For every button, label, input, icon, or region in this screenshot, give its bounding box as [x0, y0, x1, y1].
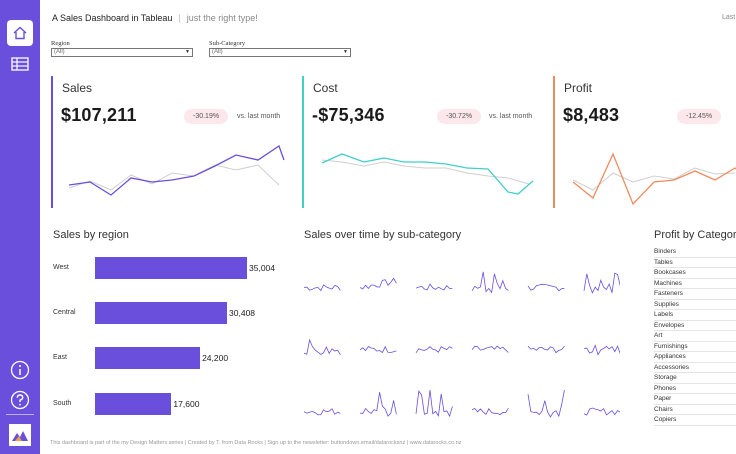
cost-sparkline: [321, 153, 534, 195]
subcategory-filter-label: Sub-Category: [209, 40, 246, 47]
region-dropdown-value: (All): [54, 49, 65, 55]
region-label-south: South: [53, 400, 72, 407]
sales-sparkline: [68, 144, 285, 196]
help-button[interactable]: [7, 387, 33, 413]
subcategory-sparkline[interactable]: [583, 272, 620, 294]
region-filter-label: Region: [51, 40, 70, 47]
subcategory-sparkline[interactable]: [471, 271, 509, 294]
profit-category-row[interactable]: Copiers: [654, 415, 736, 426]
profit-category-row[interactable]: Paper: [654, 394, 736, 405]
profit-kpi-card: Profit $8,483 -12.45%: [553, 76, 736, 208]
subcategory-sparkline[interactable]: [303, 338, 341, 356]
sidebar: [0, 0, 40, 454]
profit-category-row[interactable]: Envelopes: [654, 321, 736, 331]
subcategory-sparkline[interactable]: [583, 344, 620, 356]
sales-vs-label: vs. last month: [237, 113, 281, 120]
footer-text: This dashboard is part of the my Design …: [50, 440, 462, 446]
profit-category-row[interactable]: Chairs: [654, 405, 736, 415]
sales-kpi-value: $107,211: [61, 105, 137, 125]
subcategory-sparkline[interactable]: [527, 283, 565, 292]
subcategory-sparkline[interactable]: [359, 392, 397, 417]
subcategory-sparkline[interactable]: [471, 407, 509, 416]
cost-vs-label: vs. last month: [489, 113, 533, 120]
sales-by-region-title: Sales by region: [53, 229, 129, 241]
cost-kpi-value: -$75,346: [312, 105, 385, 125]
info-button[interactable]: [7, 357, 33, 383]
subcategory-dropdown-value: (All): [212, 49, 223, 55]
profit-category-row[interactable]: Bookcases: [654, 268, 736, 279]
profit-category-row[interactable]: Storage: [654, 373, 736, 384]
subcategory-sparkline[interactable]: [415, 346, 453, 354]
sales-change-badge: -30.19%: [184, 109, 229, 124]
profit-category-row[interactable]: Furnishings: [654, 342, 736, 352]
dropdown-arrow-icon: ▼: [343, 49, 348, 55]
profit-category-row[interactable]: Binders: [654, 247, 736, 258]
dropdown-arrow-icon: ▼: [185, 49, 190, 55]
sales-kpi-card: Sales $107,211 -30.19% vs. last month: [51, 76, 287, 208]
region-label-central: Central: [53, 309, 76, 316]
region-label-west: West: [53, 264, 69, 271]
profit-by-category-title: Profit by Categor: [654, 229, 736, 241]
region-bar-south[interactable]: [95, 393, 172, 415]
sales-over-time-small-multiples: [303, 271, 620, 418]
info-icon: [10, 360, 30, 380]
page-subtitle: just the right type!: [186, 13, 258, 23]
subcategory-sparkline[interactable]: [471, 345, 509, 353]
data-rocks-logo[interactable]: [9, 424, 31, 446]
region-label-east: East: [53, 354, 68, 361]
profit-category-row[interactable]: Fasteners: [654, 289, 736, 300]
region-bar-east[interactable]: [95, 347, 201, 369]
home-button[interactable]: [7, 20, 33, 46]
subcategory-filter: Sub-Category (All) ▼: [209, 40, 351, 57]
subcategory-sparkline[interactable]: [415, 390, 453, 418]
region-bar-west[interactable]: [95, 257, 247, 279]
help-icon: [10, 390, 30, 410]
cost-kpi-title: Cost: [313, 81, 338, 95]
profit-kpi-value: $8,483: [563, 105, 620, 125]
subcategory-sparkline[interactable]: [303, 284, 341, 292]
subcategory-dropdown[interactable]: (All) ▼: [209, 48, 351, 57]
last-updated-label: Last: [722, 14, 736, 21]
region-bar-central[interactable]: [95, 302, 228, 324]
subcategory-sparkline[interactable]: [359, 277, 397, 290]
region-value-central: 30,408: [229, 308, 256, 318]
profit-category-row[interactable]: Supplies: [654, 300, 736, 310]
subcategory-sparkline[interactable]: [359, 345, 397, 354]
sidebar-divider: [6, 414, 34, 415]
profit-change-badge: -12.45%: [677, 109, 722, 124]
profit-category-row[interactable]: Appliances: [654, 352, 736, 363]
subcategory-sparkline[interactable]: [415, 283, 453, 291]
mountain-logo-icon: [12, 431, 28, 441]
profit-category-row[interactable]: Labels: [654, 310, 736, 321]
page-title: A Sales Dashboard in Tableau: [52, 13, 173, 23]
profit-category-row[interactable]: Art: [654, 331, 736, 342]
profit-kpi-title: Profit: [564, 81, 593, 95]
profit-category-row[interactable]: Phones: [654, 384, 736, 394]
region-filter: Region (All) ▼: [51, 40, 193, 57]
region-value-west: 35,004: [249, 263, 275, 273]
subcategory-sparkline[interactable]: [527, 390, 565, 418]
table-button[interactable]: [7, 51, 33, 77]
profit-category-row[interactable]: Tables: [654, 258, 736, 268]
region-value-south: 17,600: [173, 399, 200, 409]
table-icon: [11, 57, 29, 71]
profit-sparkline: [572, 152, 736, 206]
cost-kpi-card: Cost -$75,346 -30.72% vs. last month: [302, 76, 538, 208]
region-value-east: 24,200: [202, 353, 229, 363]
subcategory-sparkline[interactable]: [303, 408, 341, 416]
title-separator: |: [178, 13, 181, 23]
sales-kpi-title: Sales: [62, 81, 93, 95]
profit-category-row[interactable]: Machines: [654, 279, 736, 289]
profit-category-row[interactable]: Accessories: [654, 363, 736, 373]
home-icon: [13, 26, 27, 40]
subcategory-sparkline[interactable]: [527, 345, 565, 354]
cost-change-badge: -30.72%: [437, 109, 482, 124]
region-dropdown[interactable]: (All) ▼: [51, 48, 193, 57]
subcategory-sparkline[interactable]: [583, 407, 620, 416]
sales-over-time-title: Sales over time by sub-category: [304, 229, 462, 241]
dashboard-header: A Sales Dashboard in Tableau | just the ri…: [52, 13, 258, 23]
